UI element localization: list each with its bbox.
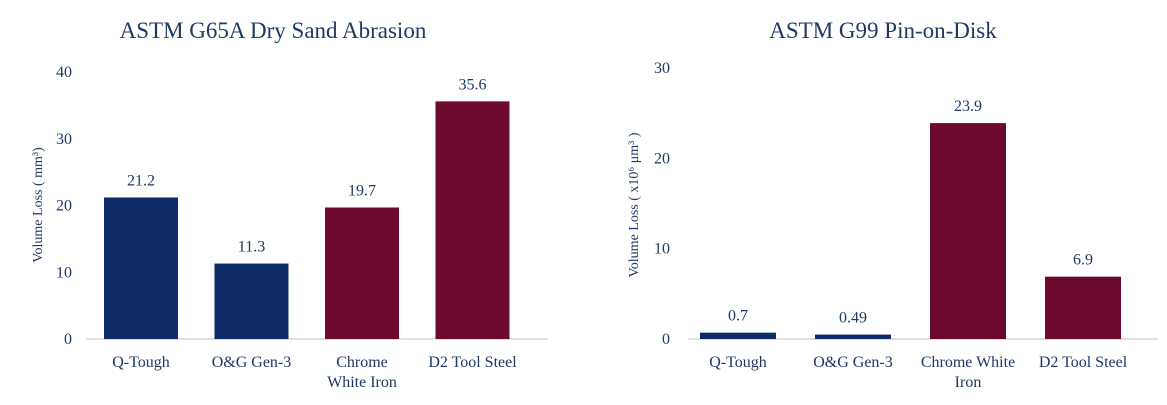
- data-labels: 0.7 0.49 23.9 6.9: [728, 98, 1093, 326]
- data-label: 0.49: [839, 310, 867, 327]
- bars: [700, 123, 1121, 339]
- category-label-line: O&G Gen-3: [813, 354, 893, 371]
- category-label-line: D2 Tool Steel: [1039, 354, 1128, 371]
- data-label: 35.6: [459, 76, 487, 93]
- category-label: Chrome White Iron: [327, 354, 397, 391]
- category-label-line: Chrome White: [921, 354, 1015, 371]
- category-label-line: Chrome: [336, 354, 388, 371]
- bar: [325, 207, 399, 339]
- y-tick-label: 10: [654, 241, 670, 258]
- category-label: O&G Gen-3: [212, 354, 292, 371]
- chart-title: ASTM G99 Pin-on-Disk: [769, 18, 997, 43]
- y-axis-ticks: 0 10 20 30: [654, 60, 670, 348]
- data-label: 23.9: [954, 98, 982, 115]
- bars: [104, 101, 510, 340]
- y-tick-label: 30: [56, 131, 72, 148]
- data-label: 6.9: [1073, 252, 1093, 269]
- data-label: 0.7: [728, 308, 748, 325]
- category-label-line: Q-Tough: [112, 354, 170, 371]
- bar: [815, 334, 891, 339]
- category-label-line: Iron: [955, 374, 982, 391]
- data-labels: 21.2 11.3 19.7 35.6: [127, 76, 487, 255]
- bar: [1045, 276, 1121, 339]
- category-label: O&G Gen-3: [813, 354, 893, 371]
- category-labels: Q-Tough O&G Gen-3 Chrome White Iron D2 Tool …: [709, 354, 1128, 391]
- category-label: Chrome White Iron: [921, 354, 1015, 391]
- category-label: Q-Tough: [709, 354, 767, 371]
- chart-g65a: ASTM G65A Dry Sand Abrasion Volume Loss …: [31, 18, 548, 391]
- chart-g99: ASTM G99 Pin-on-Disk Volume Loss ( x10⁶ …: [627, 18, 1158, 391]
- data-label: 11.3: [238, 239, 265, 256]
- bar: [930, 123, 1006, 339]
- bar: [214, 263, 289, 339]
- y-tick-label: 20: [654, 150, 670, 167]
- category-labels: Q-Tough O&G Gen-3 Chrome White Iron D2 Tool …: [112, 354, 517, 391]
- category-label-line: O&G Gen-3: [212, 354, 292, 371]
- category-label-line: Q-Tough: [709, 354, 767, 371]
- y-tick-label: 0: [662, 331, 670, 348]
- category-label: D2 Tool Steel: [1039, 354, 1128, 371]
- y-axis-title: Volume Loss ( mm³): [31, 147, 46, 263]
- bar: [104, 197, 178, 339]
- category-label-line: D2 Tool Steel: [428, 354, 517, 371]
- y-axis-title: Volume Loss ( x10⁶ μm³ ): [627, 132, 642, 277]
- category-label: D2 Tool Steel: [428, 354, 517, 371]
- y-tick-label: 40: [56, 64, 72, 81]
- category-label: Q-Tough: [112, 354, 170, 371]
- bar: [700, 332, 776, 339]
- y-tick-label: 0: [64, 331, 72, 348]
- category-label-line: White Iron: [327, 374, 397, 391]
- y-tick-label: 10: [56, 264, 72, 281]
- data-label: 21.2: [127, 172, 155, 189]
- y-axis-ticks: 0 10 20 30 40: [56, 64, 72, 348]
- y-tick-label: 20: [56, 198, 72, 215]
- chart-title: ASTM G65A Dry Sand Abrasion: [120, 18, 427, 43]
- data-label: 19.7: [348, 183, 376, 200]
- bar: [435, 101, 510, 340]
- y-tick-label: 30: [654, 60, 670, 77]
